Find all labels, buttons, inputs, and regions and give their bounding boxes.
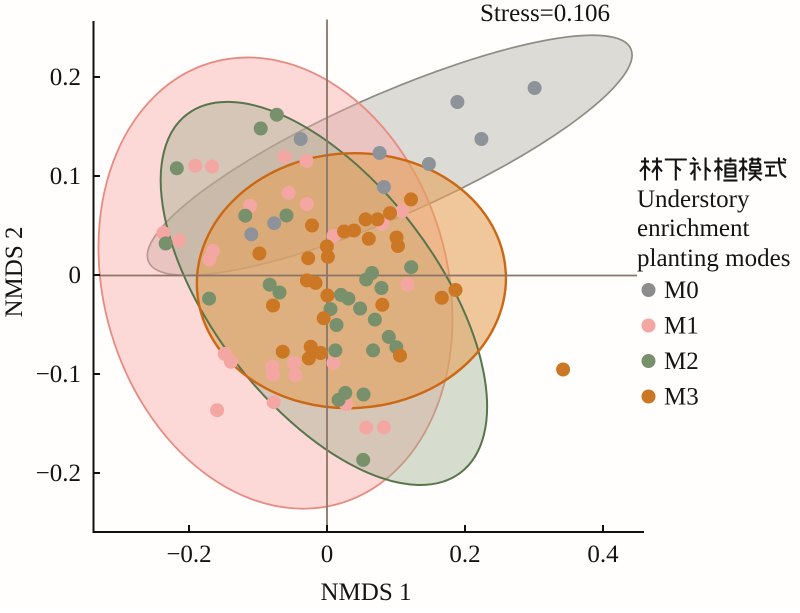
svg-text:Understory: Understory: [637, 186, 750, 213]
svg-text:Stress=0.106: Stress=0.106: [480, 0, 610, 27]
svg-text:0: 0: [69, 262, 82, 289]
svg-text:M2: M2: [664, 348, 699, 375]
svg-text:−0.1: −0.1: [36, 361, 81, 388]
svg-text:enrichment: enrichment: [637, 215, 750, 242]
svg-text:NMDS 2: NMDS 2: [1, 227, 28, 318]
svg-text:M1: M1: [664, 313, 699, 340]
svg-text:−0.2: −0.2: [36, 460, 81, 487]
svg-text:M3: M3: [664, 384, 699, 411]
svg-text:0.1: 0.1: [50, 163, 81, 190]
svg-text:planting modes: planting modes: [637, 245, 790, 272]
svg-text:−0.2: −0.2: [166, 541, 211, 568]
svg-text:M0: M0: [664, 277, 699, 304]
svg-text:0.4: 0.4: [587, 541, 619, 568]
svg-text:0.2: 0.2: [449, 541, 480, 568]
svg-text:0: 0: [321, 541, 334, 568]
svg-text:NMDS 1: NMDS 1: [321, 579, 412, 606]
svg-text:0.2: 0.2: [50, 64, 81, 91]
